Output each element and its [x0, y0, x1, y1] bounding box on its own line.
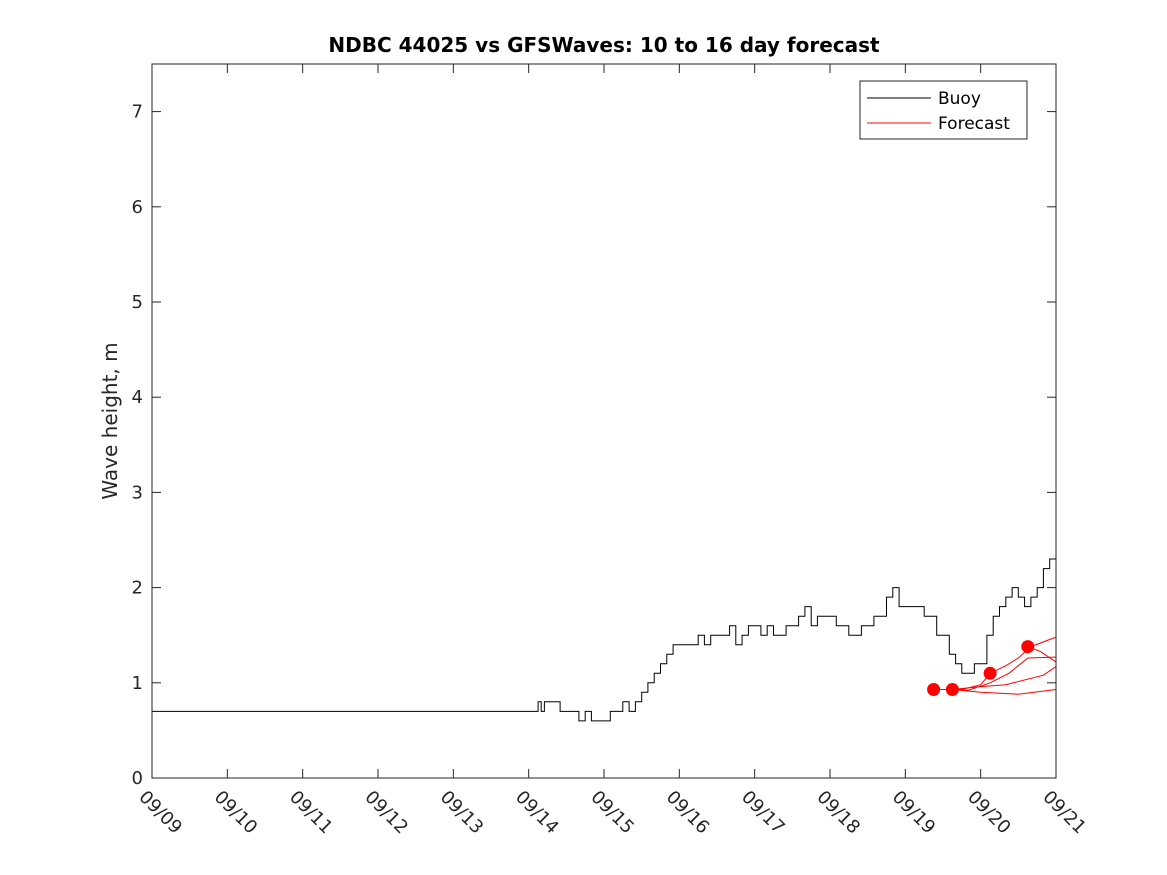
x-tick-label: 09/17	[737, 787, 789, 839]
forecast-marker	[945, 683, 959, 696]
legend-label-forecast: Forecast	[938, 114, 1010, 134]
y-axis-label: Wave height, m	[98, 342, 122, 499]
x-tick-label: 09/15	[586, 787, 638, 839]
forecast-marker	[1021, 640, 1035, 654]
x-tick-label: 09/16	[662, 787, 714, 839]
chart-title: NDBC 44025 vs GFSWaves: 10 to 16 day for…	[328, 33, 880, 57]
y-tick-label: 6	[132, 197, 143, 218]
y-tick-label: 5	[132, 292, 143, 313]
forecast-marker	[983, 666, 997, 680]
x-tick-label: 09/18	[812, 787, 864, 839]
forecast-series-line-5	[952, 689, 1057, 695]
x-tick-label: 09/12	[360, 787, 412, 839]
y-tick-label: 1	[132, 673, 143, 694]
forecast-series-line-3	[952, 656, 1057, 691]
plot-series	[152, 558, 1057, 722]
plot-frame	[151, 63, 1057, 779]
forecast-marker	[927, 683, 941, 696]
x-tick-label: 09/20	[963, 787, 1015, 839]
x-tick-label: 09/11	[285, 787, 337, 839]
x-tick-label: 09/09	[134, 787, 186, 839]
x-tick-label: 09/10	[210, 787, 262, 839]
legend: Buoy Forecast	[859, 80, 1028, 140]
legend-label-buoy: Buoy	[938, 89, 981, 109]
y-tick-label: 0	[132, 768, 143, 789]
x-tick-label: 09/13	[436, 787, 488, 839]
y-tick-label: 7	[132, 102, 143, 123]
y-tick-label: 4	[132, 387, 143, 408]
y-tick-label: 3	[132, 482, 143, 503]
x-tick-label: 09/19	[888, 787, 940, 839]
axis-ticks: 0 1 2 3 4 5 6 7 09/09 09/10 09/11 09/12 09/13 09/14 09…	[132, 64, 1090, 838]
forecast-series-line-2	[952, 636, 1057, 690]
buoy-series-line	[152, 558, 1056, 722]
legend-box	[859, 80, 1028, 140]
x-tick-label: 09/14	[511, 787, 563, 839]
plot-markers	[927, 640, 1035, 696]
y-tick-label: 2	[132, 578, 143, 599]
x-tick-label: 09/21	[1038, 787, 1090, 839]
